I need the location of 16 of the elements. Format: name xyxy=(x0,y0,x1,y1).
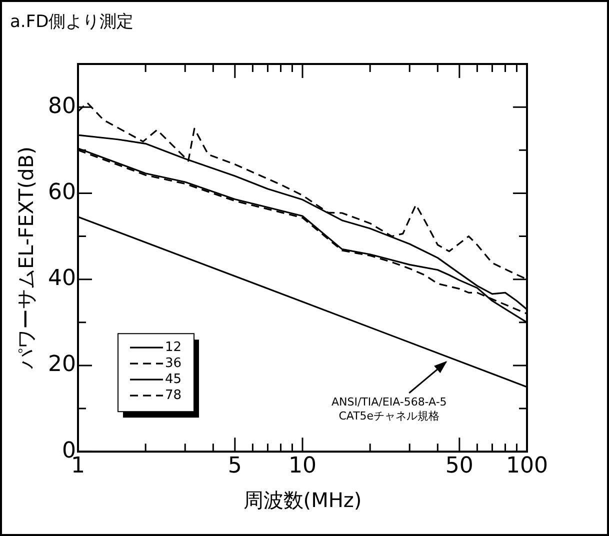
legend-label: 36 xyxy=(164,356,182,371)
x-tick-label: 10 xyxy=(288,454,316,479)
y-tick-label: 80 xyxy=(48,94,76,119)
x-axis-title: 周波数(MHz) xyxy=(243,488,362,512)
legend-label: 78 xyxy=(164,388,182,403)
x-tick-label: 100 xyxy=(506,454,548,479)
y-tick-label: 20 xyxy=(48,352,76,378)
legend-label: 45 xyxy=(164,372,182,387)
chart-title: a.FD側より測定 xyxy=(10,11,134,33)
x-tick-label: 50 xyxy=(445,454,474,479)
y-axis-title: パワーサムEL-FEXT(dB) xyxy=(14,146,38,370)
y-tick-label: 40 xyxy=(48,266,76,292)
y-tick-label: 60 xyxy=(48,180,76,205)
x-tick-label: 5 xyxy=(228,454,242,479)
legend-label: 12 xyxy=(164,340,182,355)
annotation: ANSI/TIA/EIA-568-A-5 CAT5eチャネル規格 xyxy=(331,395,447,422)
